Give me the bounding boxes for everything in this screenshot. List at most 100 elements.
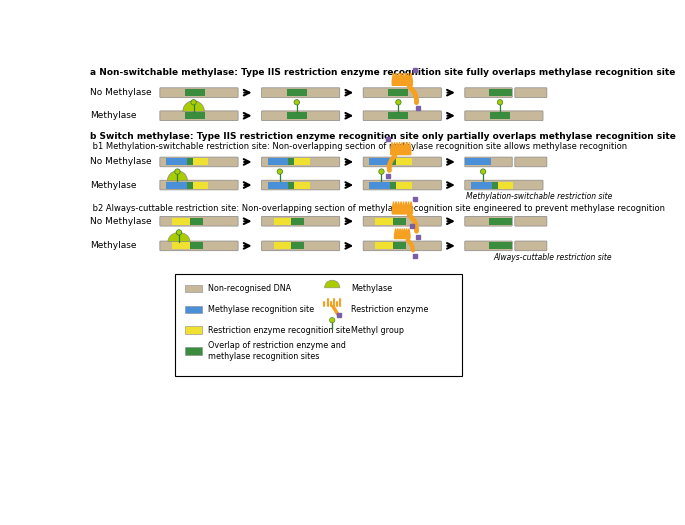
Bar: [185, 306, 202, 313]
Bar: [187, 159, 208, 165]
FancyBboxPatch shape: [363, 180, 441, 190]
Bar: [274, 243, 304, 249]
FancyBboxPatch shape: [465, 157, 512, 167]
FancyBboxPatch shape: [160, 111, 238, 121]
Bar: [390, 159, 396, 165]
Text: Methylase: Methylase: [90, 181, 136, 190]
Bar: [287, 89, 307, 96]
Bar: [288, 159, 310, 165]
Circle shape: [480, 169, 486, 174]
Bar: [291, 243, 304, 249]
Wedge shape: [325, 280, 340, 288]
Text: b Switch methylase: Type IIS restriction enzyme recognition site only partially : b Switch methylase: Type IIS restriction…: [90, 132, 676, 141]
FancyBboxPatch shape: [363, 241, 441, 251]
Bar: [471, 182, 496, 188]
Text: Methylase recognition site: Methylase recognition site: [208, 305, 314, 314]
Wedge shape: [183, 101, 204, 111]
Text: a Non-switchable methylase: Type IIS restriction enzyme recognition site fully o: a Non-switchable methylase: Type IIS res…: [90, 68, 676, 77]
FancyBboxPatch shape: [363, 111, 441, 121]
FancyBboxPatch shape: [160, 157, 238, 167]
Text: Methylase: Methylase: [351, 284, 393, 293]
Text: b2 Always-cuttable restriction site: Non-overlapping section of methylase recogn: b2 Always-cuttable restriction site: Non…: [90, 204, 665, 213]
FancyBboxPatch shape: [465, 216, 512, 226]
Circle shape: [329, 276, 335, 281]
FancyBboxPatch shape: [363, 157, 441, 167]
Circle shape: [497, 100, 503, 105]
Bar: [488, 218, 512, 225]
Bar: [190, 243, 203, 249]
Text: Overlap of restriction enzyme and
methylase recognition sites: Overlap of restriction enzyme and methyl…: [208, 341, 346, 361]
Bar: [490, 112, 510, 119]
Bar: [388, 112, 408, 119]
FancyBboxPatch shape: [160, 88, 238, 98]
FancyBboxPatch shape: [465, 180, 543, 190]
Bar: [369, 182, 395, 188]
Circle shape: [277, 169, 282, 174]
FancyBboxPatch shape: [160, 216, 238, 226]
Bar: [185, 112, 205, 119]
Text: No Methylase: No Methylase: [90, 158, 151, 166]
Circle shape: [176, 230, 182, 235]
FancyBboxPatch shape: [465, 88, 512, 98]
Bar: [393, 218, 406, 225]
Bar: [291, 218, 304, 225]
Circle shape: [396, 100, 401, 105]
FancyBboxPatch shape: [160, 180, 238, 190]
Bar: [488, 243, 512, 249]
Text: Methylase: Methylase: [90, 242, 136, 250]
FancyBboxPatch shape: [515, 216, 547, 226]
Text: No Methylase: No Methylase: [90, 88, 151, 97]
Bar: [369, 159, 395, 165]
FancyBboxPatch shape: [465, 241, 512, 251]
Circle shape: [379, 169, 384, 174]
Bar: [185, 285, 202, 292]
Bar: [375, 243, 406, 249]
FancyBboxPatch shape: [160, 241, 238, 251]
FancyBboxPatch shape: [465, 111, 543, 121]
Bar: [187, 182, 208, 188]
FancyBboxPatch shape: [363, 88, 441, 98]
Bar: [185, 347, 202, 355]
Text: Methyl group: Methyl group: [351, 326, 404, 335]
Bar: [185, 89, 205, 96]
FancyBboxPatch shape: [262, 241, 340, 251]
Bar: [375, 218, 406, 225]
Bar: [190, 218, 203, 225]
Text: Non-recognised DNA: Non-recognised DNA: [208, 284, 291, 293]
Bar: [268, 159, 293, 165]
Text: Restriction enzyme: Restriction enzyme: [351, 305, 429, 314]
Bar: [390, 182, 412, 188]
FancyBboxPatch shape: [515, 241, 547, 251]
Bar: [492, 182, 498, 188]
Bar: [393, 243, 406, 249]
FancyBboxPatch shape: [175, 274, 462, 375]
FancyBboxPatch shape: [262, 216, 340, 226]
Bar: [274, 218, 304, 225]
FancyBboxPatch shape: [515, 88, 547, 98]
Polygon shape: [390, 142, 411, 155]
Polygon shape: [395, 228, 410, 238]
Bar: [288, 182, 295, 188]
Polygon shape: [393, 73, 412, 86]
Bar: [172, 218, 203, 225]
Bar: [172, 243, 203, 249]
Circle shape: [294, 100, 299, 105]
Circle shape: [329, 318, 335, 323]
Bar: [288, 182, 310, 188]
Bar: [187, 159, 193, 165]
FancyBboxPatch shape: [262, 180, 340, 190]
Bar: [388, 89, 408, 96]
Bar: [166, 182, 191, 188]
Bar: [288, 159, 295, 165]
Circle shape: [175, 169, 180, 174]
Bar: [185, 327, 202, 334]
Text: No Methylase: No Methylase: [90, 217, 151, 226]
Bar: [465, 159, 491, 165]
Wedge shape: [167, 171, 188, 181]
Bar: [187, 182, 193, 188]
FancyBboxPatch shape: [262, 157, 340, 167]
Polygon shape: [168, 233, 190, 242]
Bar: [390, 182, 396, 188]
Bar: [390, 159, 412, 165]
Polygon shape: [393, 202, 412, 214]
